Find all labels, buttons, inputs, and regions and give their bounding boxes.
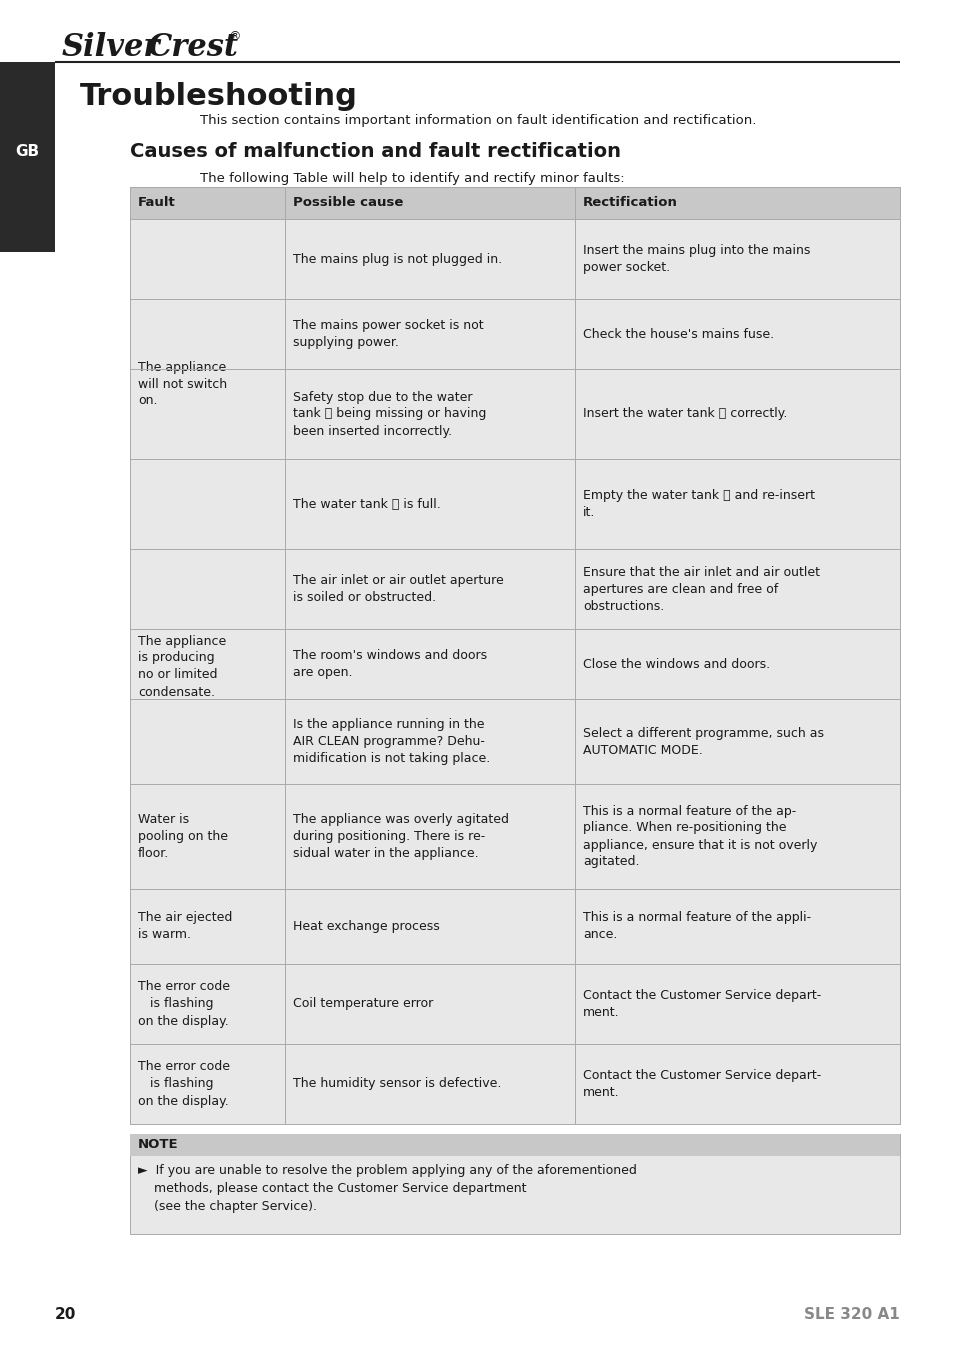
Text: The room's windows and doors
are open.: The room's windows and doors are open. bbox=[293, 649, 487, 679]
Text: Insert the water tank ⓔ correctly.: Insert the water tank ⓔ correctly. bbox=[582, 407, 786, 420]
Text: Causes of malfunction and fault rectification: Causes of malfunction and fault rectific… bbox=[130, 142, 620, 161]
Text: The water tank ⓔ is full.: The water tank ⓔ is full. bbox=[293, 498, 440, 511]
Text: Rectification: Rectification bbox=[582, 196, 678, 210]
Bar bbox=[130, 187, 899, 219]
Text: The appliance was overly agitated
during positioning. There is re-
sidual water : The appliance was overly agitated during… bbox=[293, 813, 509, 860]
Text: The appliance
is producing
no or limited
condensate.: The appliance is producing no or limited… bbox=[138, 634, 226, 699]
Text: Safety stop due to the water
tank ⓔ being missing or having
been inserted incorr: Safety stop due to the water tank ⓔ bein… bbox=[293, 391, 486, 438]
Text: The appliance
will not switch
on.: The appliance will not switch on. bbox=[138, 361, 227, 407]
Text: NOTE: NOTE bbox=[138, 1138, 178, 1152]
Text: Fault: Fault bbox=[138, 196, 175, 210]
Text: Insert the mains plug into the mains
power socket.: Insert the mains plug into the mains pow… bbox=[582, 243, 809, 274]
Text: The air inlet or air outlet aperture
is soiled or obstructed.: The air inlet or air outlet aperture is … bbox=[293, 575, 503, 604]
Text: This is a normal feature of the appli-
ance.: This is a normal feature of the appli- a… bbox=[582, 911, 810, 941]
Text: The error code
   is flashing
on the display.: The error code is flashing on the displa… bbox=[138, 980, 230, 1028]
Text: SLE 320 A1: SLE 320 A1 bbox=[803, 1307, 899, 1322]
Text: Close the windows and doors.: Close the windows and doors. bbox=[582, 657, 769, 671]
Text: Empty the water tank ⓔ and re-insert
it.: Empty the water tank ⓔ and re-insert it. bbox=[582, 489, 814, 519]
Bar bbox=[130, 187, 899, 1124]
Text: The following Table will help to identify and rectify minor faults:: The following Table will help to identif… bbox=[200, 172, 624, 185]
Text: Crest: Crest bbox=[148, 32, 239, 64]
Text: This section contains important information on fault identification and rectific: This section contains important informat… bbox=[200, 114, 756, 127]
Text: Coil temperature error: Coil temperature error bbox=[293, 998, 433, 1010]
Bar bbox=[0, 62, 55, 251]
Bar bbox=[130, 1134, 899, 1234]
Text: Check the house's mains fuse.: Check the house's mains fuse. bbox=[582, 327, 773, 341]
Text: Contact the Customer Service depart-
ment.: Contact the Customer Service depart- men… bbox=[582, 990, 821, 1019]
Text: Troubleshooting: Troubleshooting bbox=[80, 82, 357, 111]
Text: 20: 20 bbox=[55, 1307, 76, 1322]
Text: Water is
pooling on the
floor.: Water is pooling on the floor. bbox=[138, 813, 228, 860]
Text: ®: ® bbox=[228, 30, 240, 43]
Text: Possible cause: Possible cause bbox=[293, 196, 403, 210]
Text: Is the appliance running in the
AIR CLEAN programme? Dehu-
midification is not t: Is the appliance running in the AIR CLEA… bbox=[293, 718, 490, 765]
Bar bbox=[130, 1134, 899, 1156]
Text: Select a different programme, such as
AUTOMATIC MODE.: Select a different programme, such as AU… bbox=[582, 726, 823, 757]
Text: Ensure that the air inlet and air outlet
apertures are clean and free of
obstruc: Ensure that the air inlet and air outlet… bbox=[582, 565, 820, 612]
Text: The error code
   is flashing
on the display.: The error code is flashing on the displa… bbox=[138, 1060, 230, 1107]
Text: The air ejected
is warm.: The air ejected is warm. bbox=[138, 911, 233, 941]
Text: The mains plug is not plugged in.: The mains plug is not plugged in. bbox=[293, 253, 501, 265]
Text: Contact the Customer Service depart-
ment.: Contact the Customer Service depart- men… bbox=[582, 1069, 821, 1099]
Text: GB: GB bbox=[15, 145, 39, 160]
Text: The humidity sensor is defective.: The humidity sensor is defective. bbox=[293, 1078, 501, 1091]
Text: Silver: Silver bbox=[62, 32, 160, 64]
Bar bbox=[130, 1134, 899, 1234]
Text: Heat exchange process: Heat exchange process bbox=[293, 919, 439, 933]
Text: This is a normal feature of the ap-
pliance. When re-positioning the
appliance, : This is a normal feature of the ap- plia… bbox=[582, 804, 817, 868]
Text: The mains power socket is not
supplying power.: The mains power socket is not supplying … bbox=[293, 319, 483, 349]
Text: ►  If you are unable to resolve the problem applying any of the aforementioned
 : ► If you are unable to resolve the probl… bbox=[138, 1164, 637, 1213]
